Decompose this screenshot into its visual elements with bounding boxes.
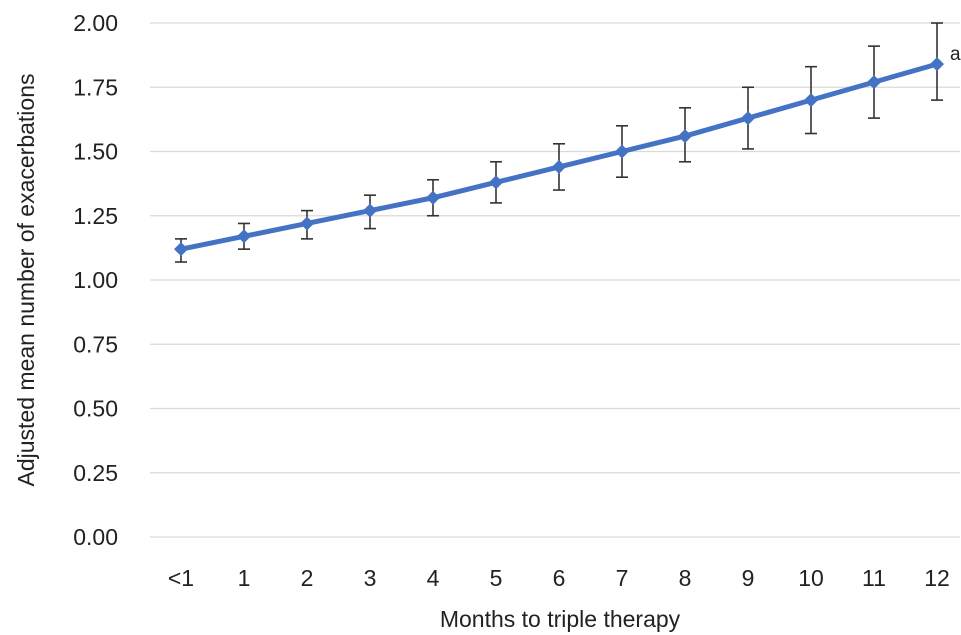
x-tick-label: 4	[427, 565, 440, 591]
y-tick-label: 1.25	[73, 203, 118, 229]
y-tick-label: 0.50	[73, 396, 118, 422]
x-tick-label: 12	[924, 565, 950, 591]
y-tick-label: 0.25	[73, 460, 118, 486]
data-point-marker	[300, 216, 314, 231]
data-markers	[174, 57, 944, 257]
x-tick-label: 11	[862, 565, 886, 591]
gridlines	[150, 22, 960, 538]
y-tick-label: 2.00	[73, 10, 118, 36]
x-tick-label: 6	[553, 565, 566, 591]
x-tick-label: 1	[238, 565, 251, 591]
x-tick-label: 10	[798, 565, 824, 591]
data-point-marker	[174, 242, 188, 257]
data-point-marker	[741, 111, 755, 126]
data-point-marker	[552, 159, 566, 174]
x-tick-labels: <1 1 2 3 4 5 6 7 8 9 10 11 12	[168, 565, 950, 591]
data-point-marker	[678, 129, 692, 144]
y-tick-label: 1.50	[73, 139, 118, 165]
data-point-marker	[363, 203, 377, 218]
data-point-marker	[867, 75, 881, 90]
data-point-marker	[804, 93, 818, 108]
data-point-marker	[426, 190, 440, 205]
y-tick-label: 0.00	[73, 524, 118, 550]
y-tick-label: 1.75	[73, 74, 118, 100]
x-tick-label: 2	[301, 565, 314, 591]
x-tick-label: 7	[616, 565, 629, 591]
annotation-label: a	[950, 44, 961, 65]
x-axis-title: Months to triple therapy	[440, 606, 681, 632]
x-tick-label: 8	[679, 565, 692, 591]
data-point-marker	[930, 57, 944, 72]
x-tick-label: 3	[364, 565, 377, 591]
data-point-marker	[237, 229, 251, 244]
y-tick-label: 0.75	[73, 331, 118, 357]
x-tick-label: 9	[742, 565, 755, 591]
data-point-marker	[615, 144, 629, 159]
x-tick-label: <1	[168, 565, 194, 591]
data-point-marker	[489, 175, 503, 190]
y-axis-title: Adjusted mean number of exacerbations	[13, 74, 39, 487]
x-tick-label: 5	[490, 565, 503, 591]
y-tick-label: 1.00	[73, 267, 118, 293]
y-tick-labels: 0.00 0.25 0.50 0.75 1.00 1.25 1.50 1.75 2.00	[73, 10, 118, 550]
